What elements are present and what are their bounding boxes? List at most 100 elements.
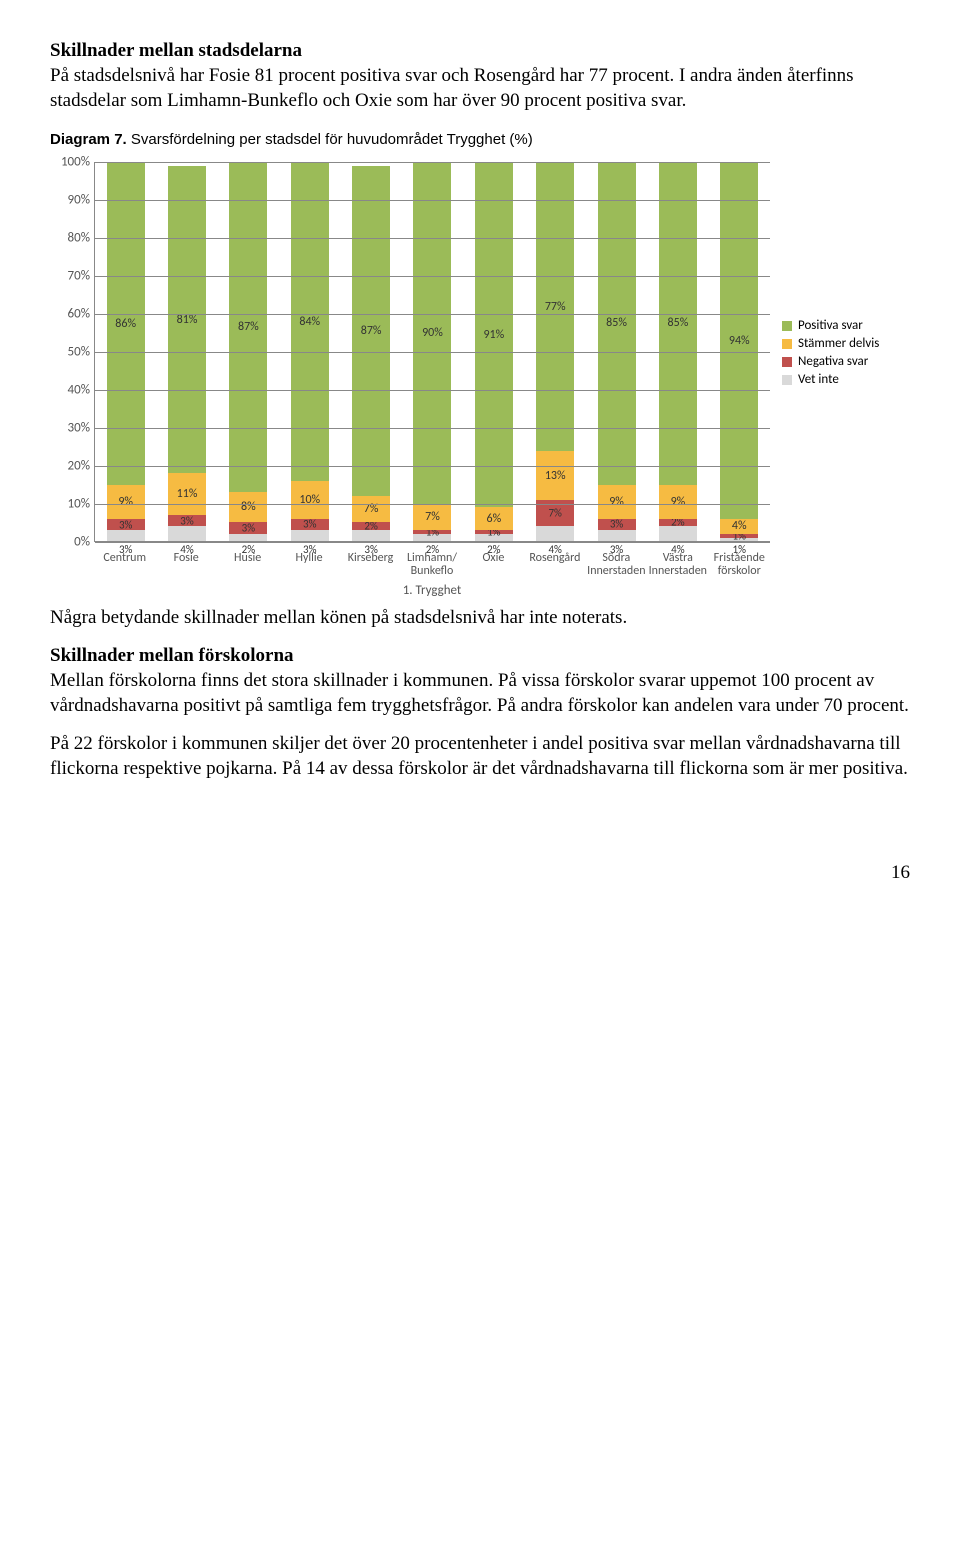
bar-segment: 87%	[229, 162, 267, 492]
bar-segment: 94%	[720, 162, 758, 518]
x-axis-label: Oxie	[463, 552, 524, 578]
legend-item: Negativa svar	[782, 354, 879, 369]
grid-line	[95, 352, 770, 353]
y-tick-label: 80%	[50, 231, 90, 246]
legend-label: Negativa svar	[798, 354, 868, 369]
bar-segment: 7%	[352, 496, 390, 523]
x-axis-label: Husie	[217, 552, 278, 578]
x-axis-label: Kirseberg	[340, 552, 401, 578]
heading-skillnader-stadsdelarna: Skillnader mellan stadsdelarna	[50, 40, 910, 62]
bar-segment-label: 87%	[352, 324, 390, 338]
x-axis-label: Rosengård	[524, 552, 585, 578]
bar-segment-label: 77%	[536, 300, 574, 314]
y-tick-label: 90%	[50, 193, 90, 208]
x-axis-label: VästraInnerstaden	[647, 552, 708, 578]
bar-segment: 7%	[413, 504, 451, 531]
bar-segment-label: 13%	[536, 469, 574, 483]
diagram-title: Svarsfördelning per stadsdel för huvudom…	[127, 131, 533, 148]
chart-x-labels: CentrumFosieHusieHyllieKirsebergLimhamn/…	[94, 552, 770, 578]
chart-plot: 3%3%9%86%4%3%11%81%2%3%8%87%3%3%10%84%3%…	[94, 162, 770, 542]
legend-item: Positiva svar	[782, 318, 879, 333]
bar-segment-label: 85%	[598, 316, 636, 330]
bar-segment: 77%	[536, 162, 574, 451]
bar-segment-label: 84%	[291, 315, 329, 329]
grid-line	[95, 504, 770, 505]
grid-line	[95, 466, 770, 467]
bar-segment-label: 7%	[536, 507, 574, 520]
y-tick-label: 60%	[50, 307, 90, 322]
bar-segment-label: 4%	[720, 519, 758, 533]
y-tick-label: 20%	[50, 459, 90, 474]
grid-line	[95, 542, 770, 543]
bar-segment: 13%	[536, 451, 574, 500]
grid-line	[95, 390, 770, 391]
bar-segment: 4%	[168, 526, 206, 541]
bar-segment: 90%	[413, 162, 451, 503]
legend-swatch	[782, 339, 792, 349]
legend-label: Positiva svar	[798, 318, 863, 333]
bar-segment-label: 6%	[475, 512, 513, 526]
bar-segment-label: 9%	[598, 495, 636, 509]
x-axis-label: Hyllie	[278, 552, 339, 578]
bar-segment-label: 3%	[107, 518, 145, 531]
chart-area: 3%3%9%86%4%3%11%81%2%3%8%87%3%3%10%84%3%…	[50, 158, 770, 598]
grid-line	[95, 276, 770, 277]
y-tick-label: 50%	[50, 345, 90, 360]
grid-line	[95, 428, 770, 429]
bar-segment: 8%	[229, 492, 267, 522]
bar-segment: 3%	[598, 519, 636, 530]
bar-segment: 81%	[168, 166, 206, 473]
grid-line	[95, 238, 770, 239]
diagram-number: Diagram 7.	[50, 131, 127, 148]
y-tick-label: 100%	[50, 155, 90, 170]
y-tick-label: 0%	[50, 535, 90, 550]
chart-container: 3%3%9%86%4%3%11%81%2%3%8%87%3%3%10%84%3%…	[50, 158, 910, 598]
grid-line	[95, 200, 770, 201]
para-forskolor-1: Mellan förskolorna finns det stora skill…	[50, 669, 910, 718]
bar-segment: 2%	[659, 519, 697, 527]
legend-swatch	[782, 321, 792, 331]
bar-segment-label: 3%	[229, 522, 267, 535]
x-axis-label: Fosie	[155, 552, 216, 578]
bar-segment-label: 91%	[475, 328, 513, 342]
grid-line	[95, 162, 770, 163]
bar-segment-label: 8%	[229, 500, 267, 514]
chart-x-title: 1. Trygghet	[94, 583, 770, 598]
para-kon-skillnader: Några betydande skillnader mellan könen …	[50, 606, 910, 631]
legend-swatch	[782, 357, 792, 367]
bar-segment: 3%	[291, 530, 329, 541]
legend-swatch	[782, 375, 792, 385]
bar-segment: 3%	[107, 519, 145, 530]
x-axis-label: Centrum	[94, 552, 155, 578]
bar-segment-label: 85%	[659, 316, 697, 330]
legend-label: Vet inte	[798, 372, 839, 387]
bar-segment-label: 7%	[413, 510, 451, 524]
y-tick-label: 30%	[50, 421, 90, 436]
bar-segment: 4%	[720, 519, 758, 534]
bar-segment: 2%	[352, 522, 390, 530]
chart-legend: Positiva svar Stämmer delvis Negativa svar…	[782, 318, 879, 390]
legend-label: Stämmer delvis	[798, 336, 879, 351]
bar-segment-label: 90%	[413, 326, 451, 340]
bar-segment: 85%	[598, 162, 636, 484]
bar-segment-label: 11%	[168, 487, 206, 501]
bar-segment: 2%	[229, 534, 267, 542]
y-tick-label: 10%	[50, 497, 90, 512]
bar-segment: 9%	[659, 485, 697, 519]
para-stadsdelsniva: På stadsdelsnivå har Fosie 81 procent po…	[50, 64, 910, 113]
bar-segment: 9%	[107, 485, 145, 519]
para-forskolor-2: På 22 förskolor i kommunen skiljer det ö…	[50, 732, 910, 781]
x-axis-label: Limhamn/Bunkeflo	[401, 552, 462, 578]
bar-segment: 1%	[720, 534, 758, 538]
bar-segment: 9%	[598, 485, 636, 519]
bar-segment: 86%	[107, 162, 145, 485]
bar-segment: 1%	[413, 530, 451, 534]
legend-item: Vet inte	[782, 372, 879, 387]
bar-segment-label: 3%	[598, 518, 636, 531]
bar-segment: 4%	[536, 526, 574, 541]
bar-segment-label: 94%	[720, 334, 758, 348]
bar-segment-label: 86%	[107, 317, 145, 331]
legend-item: Stämmer delvis	[782, 336, 879, 351]
bar-segment: 3%	[291, 519, 329, 530]
grid-line	[95, 314, 770, 315]
